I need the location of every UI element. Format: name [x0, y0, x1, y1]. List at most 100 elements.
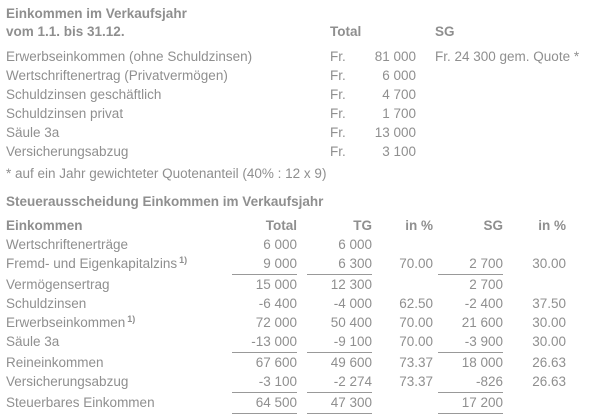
row-label: Reineinkommen [6, 355, 104, 370]
row-label: Wertschriftenerträge [6, 237, 129, 252]
cell-total: 6 000 [263, 237, 297, 252]
amount-sg: Fr. 24 300 gem. Quote * [435, 49, 580, 64]
row-label: Vermögensertrag [6, 277, 110, 292]
cell-tg-pct: 70.00 [399, 334, 433, 349]
cell-total: 15 000 [255, 277, 297, 292]
spacer [416, 47, 435, 66]
currency-label: Fr. [330, 68, 346, 83]
amount-sg [435, 123, 613, 142]
table-row: Versicherungsabzug Fr. 3 100 [6, 142, 613, 161]
table-row: Säule 3a Fr. 13 000 [6, 123, 613, 142]
row-label: Säule 3a [6, 334, 60, 349]
currency-label: Fr. [330, 125, 346, 140]
amount-total: 6 000 [382, 68, 416, 83]
column-header-einkommen: Einkommen [6, 218, 83, 233]
column-header-tg-pct: in % [405, 218, 433, 233]
table-row: Schuldzinsen geschäftlich Fr. 4 700 [6, 85, 613, 104]
cell-tg-pct [372, 275, 433, 294]
table-row: Schuldzinsen -6 400 -4 000 62.50 -2 400 … [6, 294, 613, 313]
cell-sg-pct [503, 235, 566, 254]
currency-label: Fr. [330, 144, 346, 159]
table-row: Schuldzinsen privat Fr. 1 700 [6, 104, 613, 123]
cell-tg: 12 300 [330, 277, 372, 292]
amount-total: 13 000 [374, 125, 416, 140]
cell-sg-pct: 30.00 [532, 334, 566, 349]
cell-sg: 2 700 [469, 277, 503, 292]
table-row: Erwerbseinkommen (ohne Schuldzinsen) Fr.… [6, 47, 613, 66]
section1-title-line2: vom 1.1. bis 31.12. [6, 24, 125, 39]
cell-sg-pct: 30.00 [532, 315, 566, 330]
cell-sg-pct: 26.63 [532, 355, 566, 370]
cell-tg: -4 000 [333, 296, 372, 311]
amount-sg [435, 104, 613, 123]
amount-sg [435, 142, 613, 161]
column-header-total: Total [265, 218, 297, 233]
spacer [416, 85, 435, 104]
row-label: Schuldzinsen [6, 296, 87, 311]
row-label: Wertschriftenertrag (Privatvermögen) [6, 68, 228, 83]
cell-sg-pct: 30.00 [532, 256, 566, 271]
amount-sg [435, 66, 613, 85]
cell-tg: 47 300 [297, 393, 372, 414]
cell-sg-pct [503, 275, 566, 294]
cell-sg: 2 700 [433, 254, 503, 275]
cell-total: -13 000 [230, 332, 297, 353]
tax-allocation-section: Steuerausscheidung Einkommen im Verkaufs… [6, 192, 613, 414]
cell-tg: -2 274 [297, 372, 372, 393]
cell-sg: 18 000 [461, 355, 503, 370]
cell-sg-pct [503, 393, 566, 414]
spacer [416, 23, 435, 41]
spacer [416, 104, 435, 123]
table-row: Wertschriftenerträge 6 000 6 000 [6, 235, 613, 254]
amount-total: 4 700 [382, 87, 416, 102]
amount-total: 3 100 [382, 144, 416, 159]
cell-total: -3 100 [230, 372, 297, 393]
row-label: Versicherungsabzug [6, 374, 129, 389]
column-header-total: Total [330, 24, 362, 39]
row-label: Steuerbares Einkommen [6, 395, 155, 410]
cell-sg-pct: 37.50 [532, 296, 566, 311]
cell-sg: -3 900 [433, 332, 503, 353]
column-header-sg: SG [435, 24, 455, 39]
cell-sg: -2 400 [464, 296, 503, 311]
section1-title-line1: Einkommen im Verkaufsjahr [6, 6, 187, 21]
cell-sg: -826 [433, 372, 503, 393]
row-label: Fremd- und Eigenkapitalzins 1) [6, 254, 230, 275]
footnote: * auf ein Jahr gewichteter Quotenanteil … [6, 166, 327, 181]
row-label: Schuldzinsen privat [6, 106, 124, 121]
amount-total: 1 700 [382, 106, 416, 121]
amount-total: 81 000 [374, 49, 416, 64]
table-row: Wertschriftenertrag (Privatvermögen) Fr.… [6, 66, 613, 85]
table-row: Steuerbares Einkommen 64 500 47 300 17 2… [6, 393, 613, 414]
cell-tg-pct [372, 393, 433, 414]
cell-tg-pct: 62.50 [399, 296, 433, 311]
section2-header-row: Einkommen Total TG in % SG in % [6, 216, 613, 235]
row-label: Versicherungsabzug [6, 144, 129, 159]
row-label: Erwerbseinkommen (ohne Schuldzinsen) [6, 49, 253, 64]
section1-header-row: vom 1.1. bis 31.12. Total SG [6, 23, 613, 41]
cell-tg: 6 000 [338, 237, 372, 252]
row-label-text: Erwerbseinkommen [6, 315, 126, 330]
currency-label: Fr. [330, 49, 346, 64]
cell-tg-pct [372, 235, 433, 254]
amount-sg [435, 85, 613, 104]
table-row: Reineinkommen 67 600 49 600 73.37 18 000… [6, 353, 613, 372]
cell-total: 64 500 [230, 393, 297, 414]
currency-label: Fr. [330, 106, 346, 121]
cell-tg-pct: 73.37 [399, 355, 433, 370]
spacer [416, 123, 435, 142]
cell-tg: 50 400 [330, 315, 372, 330]
footnote-marker: 1) [127, 313, 136, 324]
cell-tg-pct: 70.00 [399, 256, 433, 271]
table-row: Versicherungsabzug -3 100 -2 274 73.37 -… [6, 372, 613, 393]
cell-sg: 21 600 [461, 315, 503, 330]
cell-tg-pct: 70.00 [399, 315, 433, 330]
row-label: Säule 3a [6, 125, 60, 140]
column-header-sg-pct: in % [538, 218, 566, 233]
cell-total: 72 000 [255, 315, 297, 330]
row-label: Erwerbseinkommen 1) [6, 313, 230, 332]
spacer [416, 142, 435, 161]
cell-tg: -9 100 [297, 332, 372, 353]
currency-label: Fr. [330, 87, 346, 102]
